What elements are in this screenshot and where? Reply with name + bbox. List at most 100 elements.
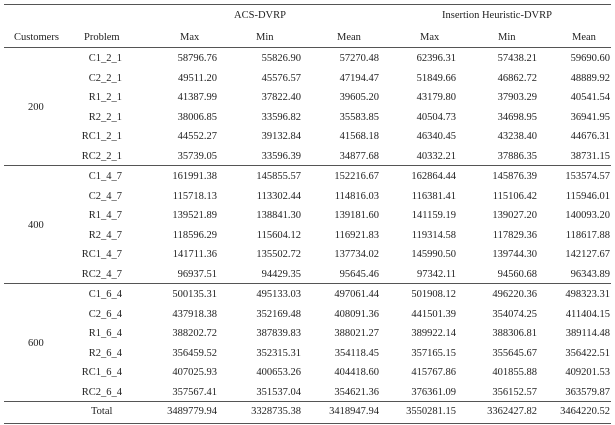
value-cell: 115604.12 [256,229,301,241]
problem-cell: C2_4_7 [88,190,122,202]
table-row: R2_6_4 356459.52 352315.31 354118.45 357165.… [0,344,615,364]
value-cell: 142127.67 [565,249,610,261]
value-cell: 34698.95 [497,111,537,123]
value-cell: 501908.12 [411,289,456,300]
value-cell: 48889.92 [570,72,610,84]
value-cell: 355645.67 [492,347,537,359]
value-cell: 41387.99 [177,92,217,104]
value-cell: 62396.31 [416,53,456,64]
value-cell: 145990.50 [411,249,456,261]
customers-label: 600 [28,337,44,349]
value-cell: 376361.09 [411,387,456,398]
table-row: RC2_4_7 96937.51 94429.35 95645.46 97342.11 9… [0,265,615,285]
table-row: R1_2_1 41387.99 37822.40 39605.20 43179.80 37… [0,88,615,108]
value-cell: 153574.57 [565,171,610,182]
value-cell: 33596.39 [261,151,301,162]
value-cell: 495133.03 [256,289,301,300]
group-rule [4,283,611,284]
value-cell: 119314.58 [411,229,456,241]
table-row: C2_6_4 437918.38 352169.48 408091.36 441501.… [0,305,615,325]
group-title-acs: ACS-DVRP [234,10,286,21]
total-value: 3464220.52 [560,406,610,417]
total-label: Total [91,406,113,417]
value-cell: 95645.46 [339,269,379,280]
problem-cell: C2_6_4 [88,308,122,320]
value-cell: 354118.45 [334,347,379,359]
total-rule [4,401,611,402]
value-cell: 407025.93 [172,367,217,379]
value-cell: 357567.41 [172,387,217,398]
value-cell: 37886.35 [497,151,537,162]
problem-cell: RC2_2_1 [81,151,122,162]
value-cell: 357165.15 [411,347,456,359]
value-cell: 411404.15 [565,308,610,320]
table-row: R2_2_1 38006.85 33596.82 35583.85 40504.73 34… [0,108,615,128]
value-cell: 116921.83 [334,229,379,241]
table-row: R1_4_7 139521.89 138841.30 139181.60 141159.… [0,206,615,226]
value-cell: 97342.11 [417,269,456,280]
value-cell: 388021.27 [334,328,379,340]
header-mean-acs: Mean [337,32,361,43]
problem-cell: R2_2_1 [88,111,122,123]
problem-cell: C1_4_7 [88,171,122,182]
problem-cell: R2_6_4 [88,347,122,359]
value-cell: 57270.48 [339,53,379,64]
problem-cell: R1_4_7 [88,210,122,222]
group-rule [4,165,611,166]
value-cell: 356152.57 [492,387,537,398]
table-row: R1_6_4 388202.72 387839.83 388021.27 389922.… [0,324,615,344]
value-cell: 139181.60 [334,210,379,222]
value-cell: 115106.42 [492,190,537,202]
value-cell: 140093.20 [565,210,610,222]
value-cell: 118596.29 [172,229,217,241]
problem-cell: RC1_2_1 [81,131,122,143]
value-cell: 404418.60 [334,367,379,379]
value-cell: 58796.76 [177,53,217,64]
customers-label: 400 [28,219,44,231]
value-cell: 497061.44 [334,289,379,300]
value-cell: 96343.89 [570,269,610,280]
value-cell: 437918.38 [172,308,217,320]
value-cell: 415767.86 [411,367,456,379]
value-cell: 388202.72 [172,328,217,340]
value-cell: 39605.20 [339,92,379,104]
header-mean-insertion: Mean [572,32,596,43]
value-cell: 145855.57 [256,171,301,182]
table-row: C1_2_1 58796.76 55826.90 57270.48 62396.31 57… [0,49,615,69]
value-cell: 496220.36 [492,289,537,300]
value-cell: 145876.39 [492,171,537,182]
total-row: Total 3489779.94 3328735.38 3418947.94 3… [0,402,615,422]
value-cell: 37822.40 [261,92,301,104]
value-cell: 43238.40 [497,131,537,143]
value-cell: 47194.47 [339,72,379,84]
value-cell: 138841.30 [256,210,301,222]
value-cell: 139521.89 [172,210,217,222]
table-row: C1_4_7 161991.38 145855.57 152216.67 162864.… [0,167,615,187]
value-cell: 36941.95 [570,111,610,123]
value-cell: 354621.36 [334,387,379,398]
value-cell: 96937.51 [177,269,217,280]
value-cell: 141711.36 [172,249,217,261]
problem-cell: RC2_6_4 [81,387,122,398]
value-cell: 43179.80 [416,92,456,104]
header-max-acs: Max [180,32,200,43]
problem-cell: RC1_4_7 [81,249,122,261]
value-cell: 33596.82 [261,111,301,123]
total-value: 3418947.94 [329,406,379,417]
value-cell: 356422.51 [565,347,610,359]
problem-cell: C1_2_1 [88,53,122,64]
value-cell: 94560.68 [497,269,537,280]
table-row: C1_6_4 500135.31 495133.03 497061.44 501908.… [0,285,615,305]
value-cell: 352315.31 [256,347,301,359]
table-row: C2_2_1 49511.20 45576.57 47194.47 51849.66 46… [0,69,615,89]
total-value: 3362427.82 [487,406,537,417]
value-cell: 44552.27 [177,131,217,143]
value-cell: 387839.83 [256,328,301,340]
value-cell: 389922.14 [411,328,456,340]
value-cell: 38731.15 [570,151,610,162]
header-min-acs: Min [256,32,274,43]
value-cell: 44676.31 [570,131,610,143]
total-value: 3328735.38 [251,406,301,417]
problem-cell: C2_2_1 [88,72,122,84]
table-row: RC1_2_1 44552.27 39132.84 41568.18 46340.45 4… [0,127,615,147]
